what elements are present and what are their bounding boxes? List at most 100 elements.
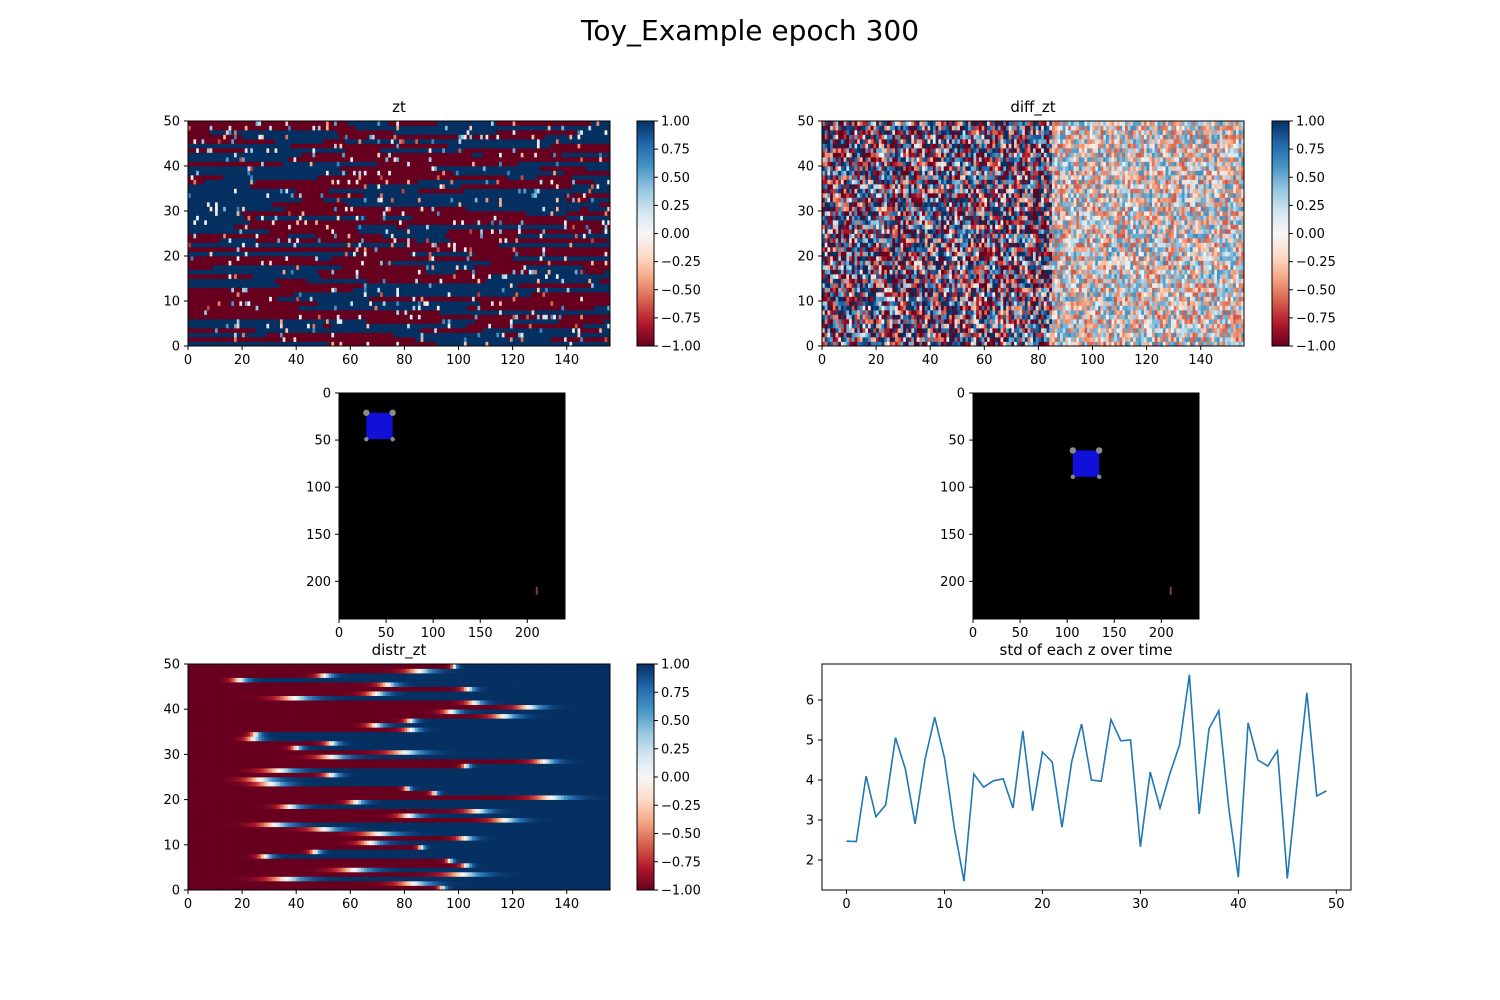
zt-cell (539, 323, 543, 329)
zt-cell (285, 229, 289, 234)
zt-cell (426, 211, 430, 216)
zt-cell (366, 211, 370, 216)
zt-cell (545, 269, 549, 275)
zt-cell (269, 328, 273, 333)
zt-cell (282, 265, 286, 270)
zt-cell (271, 260, 275, 266)
zt-cell (188, 337, 192, 342)
zt-cell (201, 292, 205, 297)
zt-cell (247, 310, 251, 315)
zt-cell (271, 283, 275, 288)
zt-cell (420, 305, 424, 311)
zt-cell (423, 283, 427, 288)
zt-cell (545, 229, 549, 234)
zt-cell (439, 332, 443, 338)
zt-cell (455, 238, 459, 243)
zt-cell (320, 269, 324, 275)
zt-cell (480, 328, 484, 333)
zt-cell (342, 260, 346, 266)
zt-cell (298, 332, 302, 338)
zt-cell (450, 215, 454, 221)
zt-cell (412, 341, 416, 347)
zt-cell (277, 301, 281, 306)
zt-cell (271, 251, 275, 257)
zt-cell (599, 251, 603, 257)
zt-cell (323, 341, 327, 347)
zt-cell (453, 274, 457, 279)
zt-cell (499, 332, 503, 338)
zt-cell (261, 332, 265, 338)
zt-cell (282, 238, 286, 243)
zt-cell (279, 292, 284, 297)
zt-cell (388, 265, 392, 270)
zt-cell (390, 287, 394, 293)
zt-cell (296, 278, 300, 284)
zt-cell (209, 310, 213, 315)
zt-cell (282, 220, 286, 225)
zt-cell (296, 202, 300, 207)
zt-cell (404, 292, 408, 297)
zt-cell (520, 238, 524, 243)
zt-cell (444, 287, 449, 293)
zt-cell (504, 337, 508, 342)
zt-cell (258, 238, 262, 243)
zt-cell (582, 323, 587, 329)
zt-cell (604, 314, 608, 320)
zt-cell (407, 332, 411, 338)
zt-cell (217, 332, 221, 338)
zt-cell (596, 265, 600, 270)
zt-cell (434, 310, 438, 315)
zt-cell (547, 247, 551, 252)
zt-cell (596, 287, 600, 293)
zt-cell (325, 323, 330, 329)
zt-cell (206, 251, 210, 257)
zt-cell (190, 202, 194, 207)
zt-cell (317, 269, 321, 275)
zt-cell (547, 319, 551, 324)
zt-cell (539, 328, 543, 333)
zt-cell (450, 202, 454, 207)
zt-cell (312, 251, 316, 257)
zt-cell (447, 256, 451, 261)
zt-cell (366, 229, 370, 234)
zt-cell (382, 265, 386, 270)
zt-cell (564, 337, 568, 342)
zt-cell (482, 211, 486, 216)
zt-cell (288, 211, 292, 216)
zt-cell (225, 337, 229, 342)
zt-cell (564, 269, 568, 275)
zt-cell (274, 305, 278, 311)
zt-cell (188, 269, 192, 275)
zt-cell (258, 247, 262, 252)
zt-cell (488, 283, 492, 288)
zt-cell (231, 301, 235, 306)
zt-cell (380, 341, 384, 347)
zt-cell (350, 211, 354, 216)
zt-cell (407, 215, 411, 221)
zt-cell (547, 337, 551, 342)
zt-cell (404, 256, 408, 261)
zt-cell (377, 305, 381, 311)
zt-cell (450, 292, 454, 297)
zt-cell (377, 269, 381, 275)
zt-cell (569, 283, 573, 288)
zt-cell (542, 283, 546, 288)
zt-cell (574, 256, 578, 261)
zt-cell (269, 319, 273, 324)
zt-cell (477, 274, 481, 279)
zt-cell (531, 296, 535, 302)
zt-cell (507, 202, 511, 207)
zt-cell (415, 337, 419, 342)
zt-cell (390, 332, 394, 338)
zt-cell (455, 332, 459, 338)
zt-cell (307, 341, 311, 347)
zt-cell (261, 224, 265, 230)
zt-cell (444, 265, 449, 270)
zt-cell (231, 341, 235, 347)
zt-cell (582, 278, 587, 284)
zt-cell (220, 283, 224, 288)
zt-cell (547, 283, 551, 288)
zt-cell (572, 242, 576, 248)
zt-cell (233, 229, 238, 234)
zt-cell (377, 260, 381, 266)
